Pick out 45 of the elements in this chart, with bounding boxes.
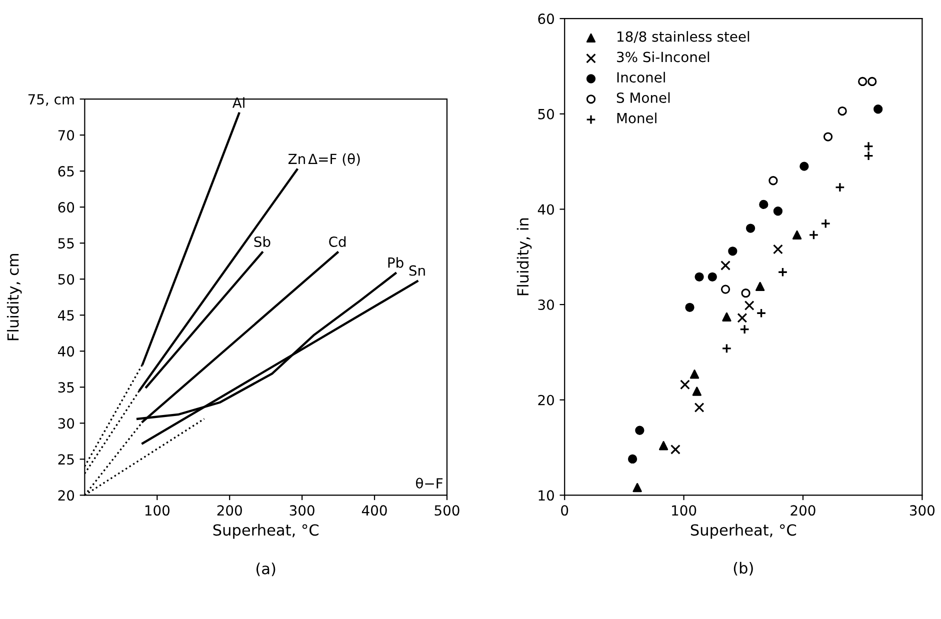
legend-label: Inconel: [617, 72, 665, 83]
x-tick-label: 400: [362, 505, 387, 516]
y-tick-label: 70: [58, 130, 74, 141]
annotation: Δ=F (θ): [308, 153, 360, 166]
legend-label: 3% Si-Inconel: [617, 51, 710, 62]
y-axis-title: Fluidity, in: [516, 218, 532, 296]
series-label: Sb: [254, 236, 270, 247]
x-tick-label: 100: [672, 505, 696, 516]
legend-label: 18/8 stainless steel: [618, 31, 750, 43]
y-tick-label: 40: [58, 346, 74, 357]
y-tick-label: 75, cm: [28, 94, 74, 106]
series-label: Cd: [329, 236, 346, 247]
y-tick-label: 50: [538, 108, 554, 120]
x-axis-title: Superheat, °C: [213, 524, 318, 539]
series-label: Zn: [288, 154, 305, 164]
y-tick-label: 60: [538, 14, 554, 24]
x-tick-label: 0: [561, 505, 568, 516]
series-label: Sn: [409, 265, 425, 276]
x-tick-label: 300: [910, 505, 935, 516]
y-tick-label: 30: [58, 418, 74, 429]
y-tick-label: 55: [58, 238, 74, 249]
y-tick-label: 60: [58, 202, 74, 213]
y-tick-label: 20: [58, 490, 74, 501]
text: (b): [734, 562, 753, 576]
series-label: Pb: [388, 257, 404, 268]
y-tick-label: 40: [538, 204, 554, 215]
x-axis-title: Superheat, °C: [690, 524, 796, 539]
y-tick-label: 35: [58, 382, 74, 393]
y-tick-label: 50: [58, 274, 74, 285]
y-tick-label: 20: [538, 394, 554, 406]
x-tick-label: 300: [290, 505, 314, 516]
text: (a): [256, 562, 276, 576]
x-tick-label: 200: [217, 505, 242, 516]
x-tick-label: 200: [790, 505, 816, 516]
legend-label: Monel: [617, 112, 656, 124]
y-axis-title: Fluidity, cm: [6, 254, 22, 340]
annotation: θ−F: [416, 478, 443, 489]
y-tick-label: 30: [538, 300, 554, 310]
y-tick-label: 45: [58, 310, 74, 321]
x-tick-label: 100: [145, 505, 170, 516]
y-tick-label: 65: [58, 166, 74, 177]
y-tick-label: 25: [58, 454, 74, 465]
x-tick-label: 500: [434, 505, 460, 516]
legend-label: S Monel: [616, 92, 670, 103]
y-tick-label: 10: [538, 490, 554, 501]
